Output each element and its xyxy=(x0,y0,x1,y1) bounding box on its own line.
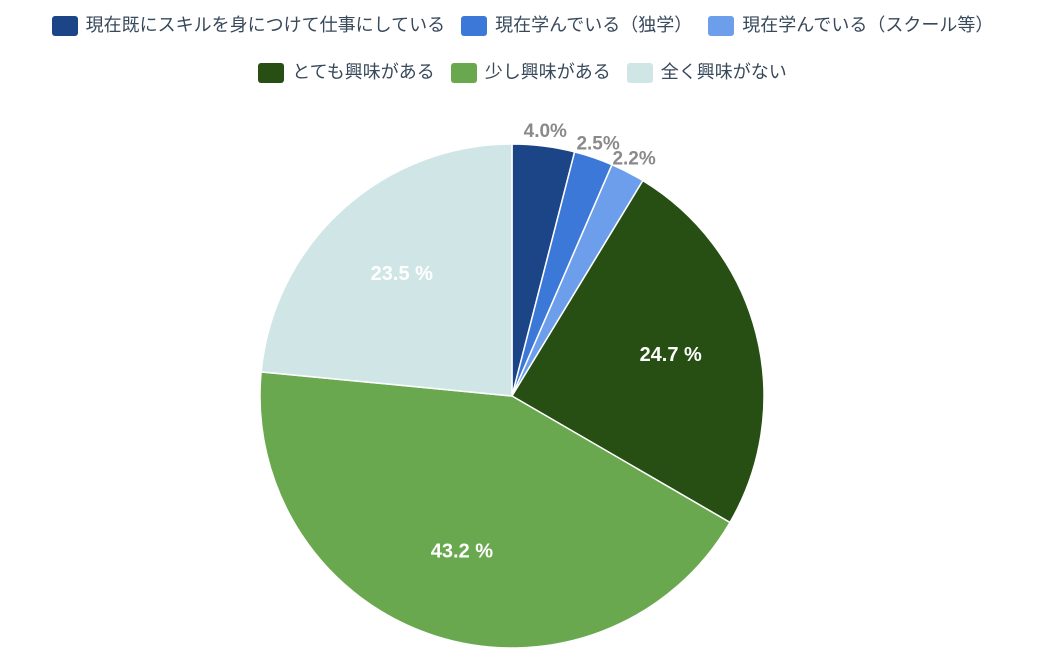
legend-label: 現在既にスキルを身につけて仕事にしている xyxy=(85,15,446,36)
legend-item[interactable]: 全く興味がない xyxy=(626,60,787,86)
slice-label: 2.2% xyxy=(612,149,655,170)
legend-item[interactable]: 現在学んでいる（スクール等） xyxy=(708,13,993,39)
legend-swatch xyxy=(626,63,653,83)
legend-item[interactable]: 少し興味がある xyxy=(450,60,611,86)
slice-label: 43.2 % xyxy=(431,540,493,562)
slice-label: 2.5% xyxy=(576,133,619,154)
pie-slice[interactable] xyxy=(260,143,513,397)
legend-swatch xyxy=(51,16,78,36)
legend-swatch xyxy=(461,16,488,36)
legend-label: 少し興味がある xyxy=(484,62,611,83)
legend-item[interactable]: 現在既にスキルを身につけて仕事にしている xyxy=(51,13,446,39)
legend-swatch xyxy=(708,16,735,36)
legend-label: 現在学んでいる（独学） xyxy=(495,15,693,36)
legend-label: とても興味がある xyxy=(292,62,435,83)
slice-label: 4.0% xyxy=(524,121,567,142)
legend-label: 全く興味がない xyxy=(660,62,787,83)
legend-item[interactable]: 現在学んでいる（独学） xyxy=(461,13,692,39)
legend-label: 現在学んでいる（スクール等） xyxy=(742,15,994,36)
legend-row-1: 現在既にスキルを身につけて仕事にしている 現在学んでいる（独学） 現在学んでいる（ス… xyxy=(0,13,1045,39)
pie-slice[interactable] xyxy=(259,371,731,649)
pie-slice[interactable] xyxy=(510,179,765,524)
legend-swatch xyxy=(258,63,285,83)
legend-item[interactable]: とても興味がある xyxy=(258,60,435,86)
slice-label: 23.5 % xyxy=(371,263,433,285)
legend-swatch xyxy=(450,63,477,83)
slice-label: 24.7 % xyxy=(640,344,702,366)
legend-row-2: とても興味がある 少し興味がある 全く興味がない xyxy=(0,60,1045,86)
